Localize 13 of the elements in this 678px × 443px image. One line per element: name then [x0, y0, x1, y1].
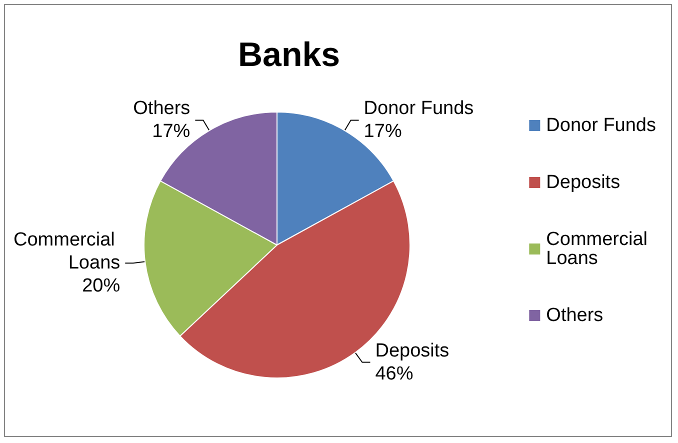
data-label: 17% [364, 121, 402, 142]
data-label: 46% [375, 363, 414, 384]
data-label: 17% [152, 121, 190, 142]
slice-label: Deposits [375, 340, 450, 362]
legend-label: Commercial Loans [546, 229, 653, 269]
slice-label: Others [133, 98, 190, 120]
chart-title: Banks [238, 36, 340, 74]
data-label: 20% [82, 276, 120, 297]
legend-label: Donor Funds [546, 115, 656, 136]
slice-label: Donor Funds [364, 98, 474, 120]
legend-label: Deposits [546, 172, 620, 193]
slice-label: Commercial Loans [14, 230, 120, 274]
legend-label: Others [546, 305, 604, 326]
